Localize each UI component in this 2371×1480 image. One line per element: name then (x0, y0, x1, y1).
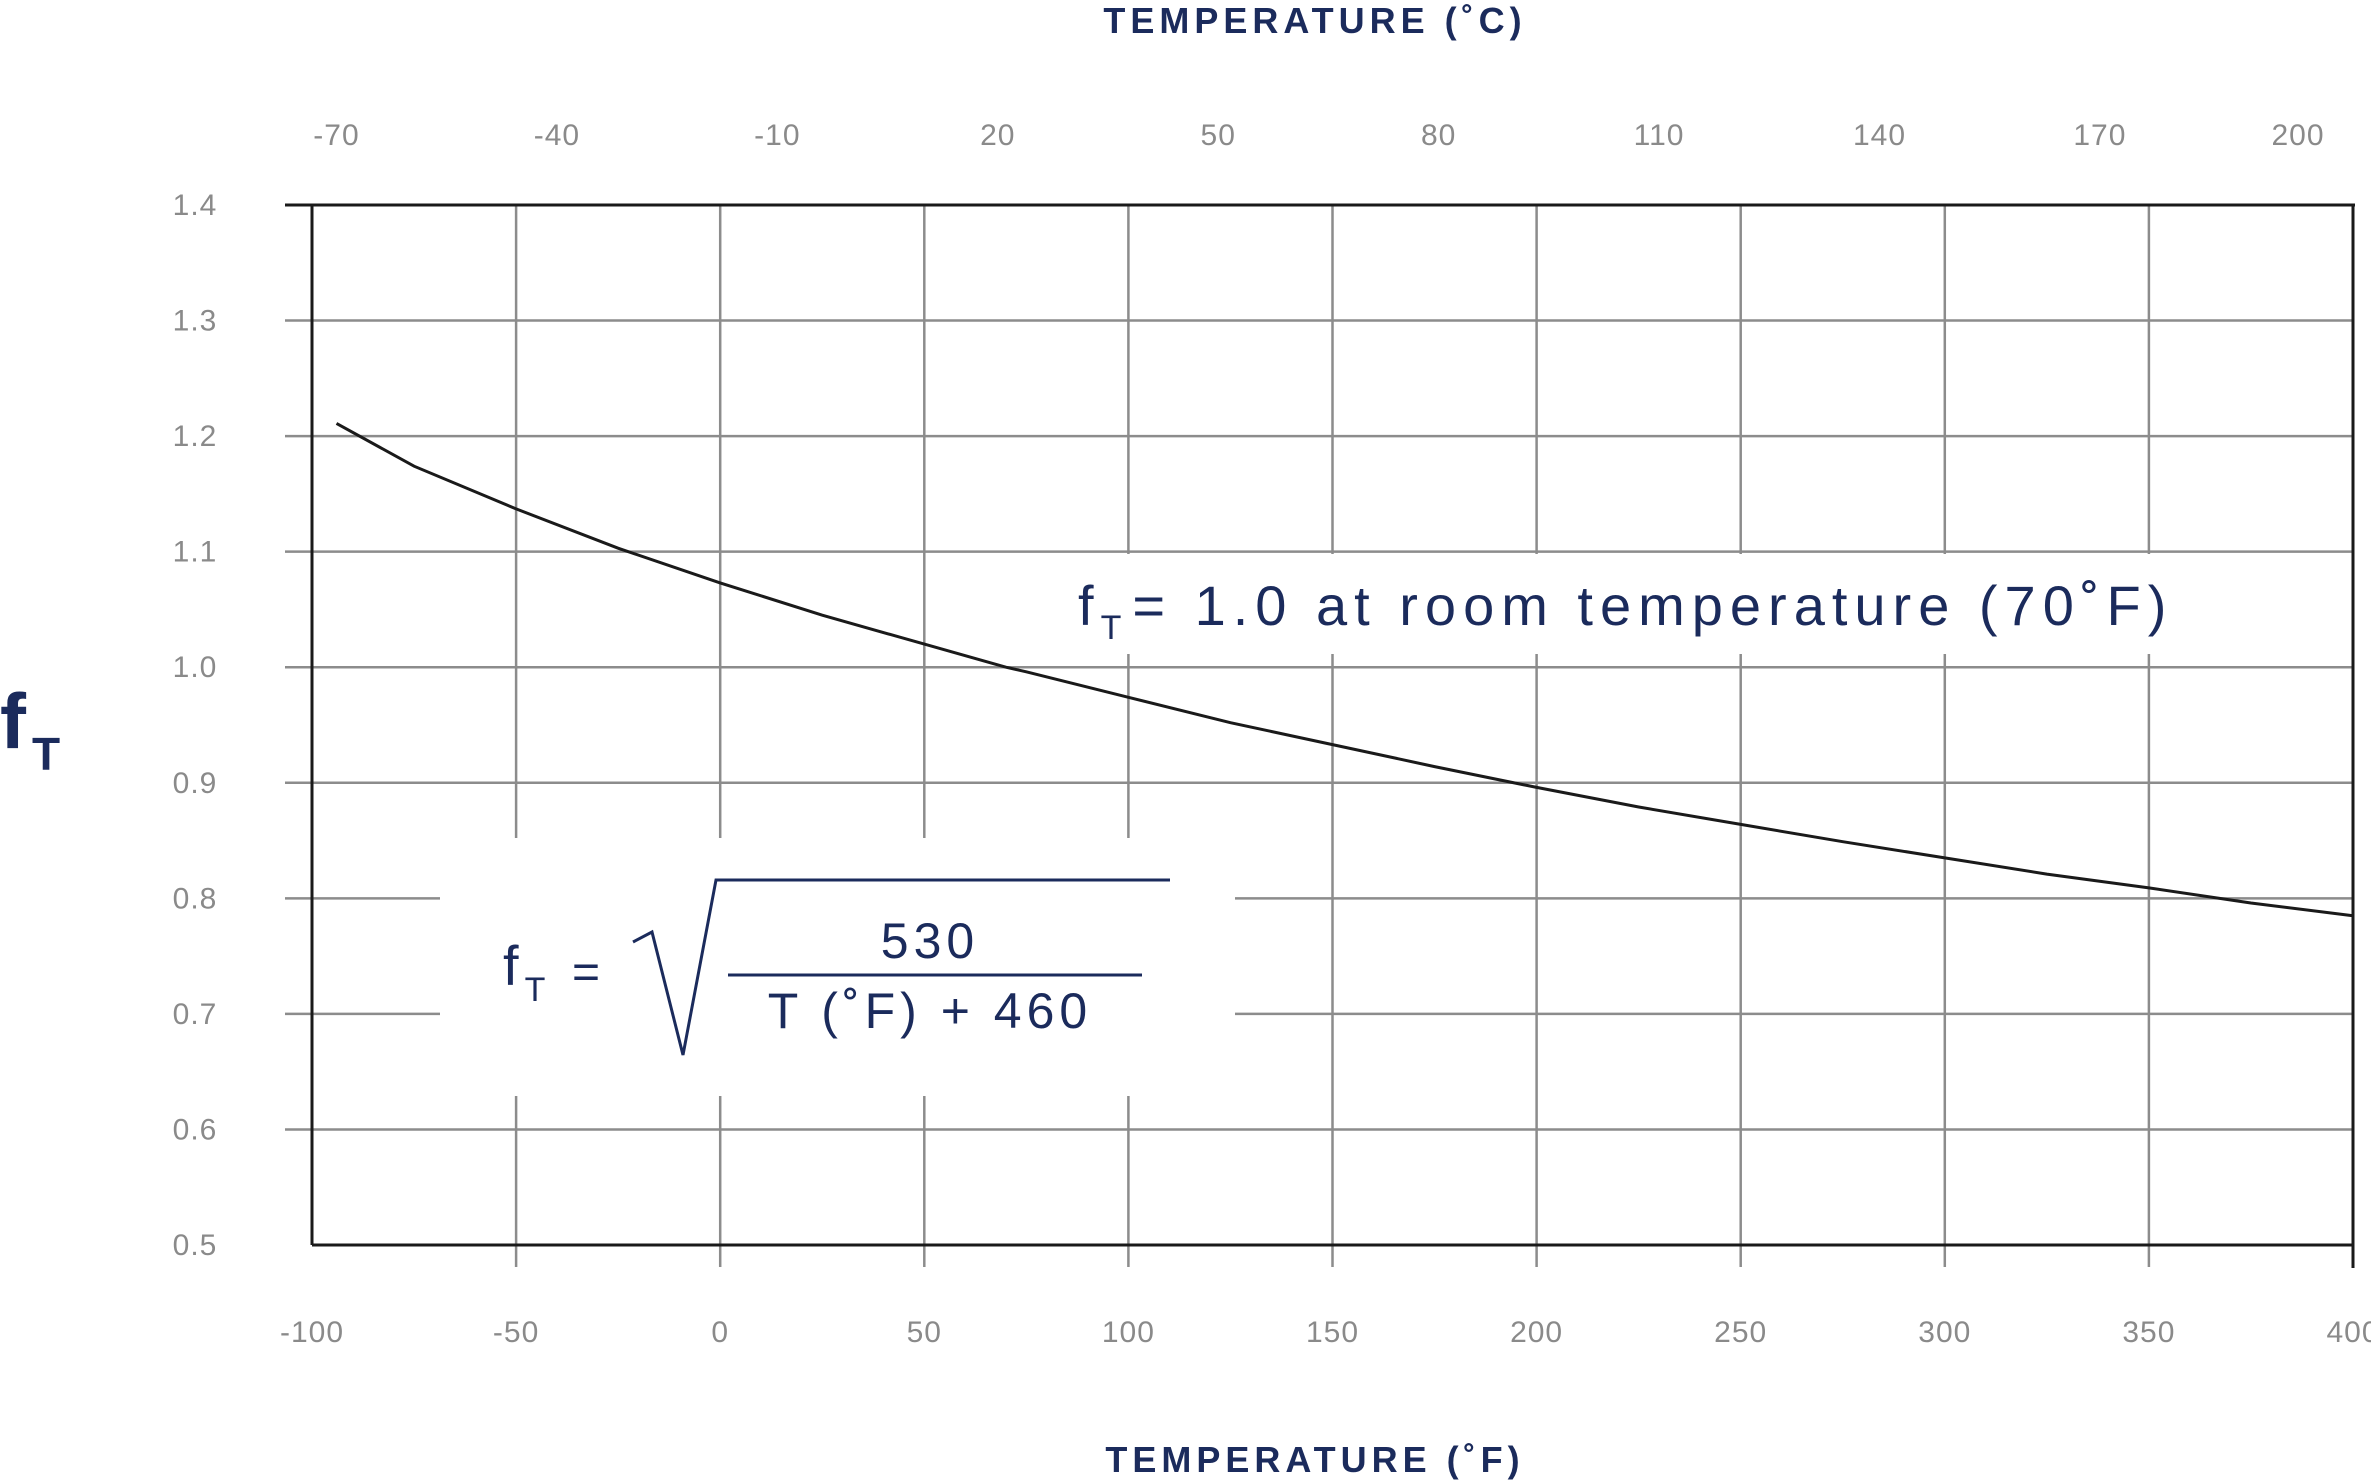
y-tick-label: 0.8 (173, 882, 218, 915)
x-tick-label: 100 (1102, 1316, 1155, 1349)
x2-tick-label: 200 (2271, 119, 2324, 152)
y-tick-label: 0.7 (173, 998, 218, 1031)
y-tick-label: 0.5 (173, 1229, 218, 1262)
y-axis-title-sub: T (32, 728, 60, 780)
x2-tick-label: 110 (1634, 119, 1685, 152)
x-tick-label: 0 (711, 1316, 729, 1349)
x-tick-label: 200 (1510, 1316, 1563, 1349)
y-axis-ticks: 1.4 1.3 1.2 1.1 1.0 0.9 0.8 0.7 0.6 0.5 (173, 189, 218, 1262)
x2-tick-label: 50 (1201, 119, 1236, 152)
formula-lhs-f: f (503, 934, 519, 997)
room-note-text: = 1.0 at room temperature (70˚F) (1132, 574, 2173, 637)
room-note-f: f (1078, 574, 1101, 637)
x-tick-label: 150 (1306, 1316, 1359, 1349)
x2-tick-label: -10 (754, 119, 800, 152)
x-tick-label: -50 (493, 1316, 539, 1349)
y-tick-label: 1.0 (173, 651, 218, 684)
y-tick-label: 0.6 (173, 1113, 218, 1146)
x2-tick-label: 170 (2073, 119, 2126, 152)
plot-frame (285, 203, 2355, 1268)
x-tick-label: 350 (2122, 1316, 2175, 1349)
room-note-sub: T (1101, 609, 1129, 647)
x-tick-label: 250 (1714, 1316, 1767, 1349)
y-tick-label: 1.3 (173, 305, 218, 338)
x2-tick-label: -70 (313, 119, 359, 152)
y-tick-label: 1.1 (173, 536, 218, 569)
x2-tick-label: 20 (980, 119, 1015, 152)
x-tick-label: -100 (280, 1316, 344, 1349)
y-tick-label: 1.2 (173, 420, 218, 453)
y-tick-label: 0.9 (173, 767, 218, 800)
y-axis-title-main: f (0, 677, 27, 765)
room-note-background (1065, 554, 2235, 654)
x-axis-ticks: -100 -50 0 50 100 150 200 250 300 350 400 (280, 1316, 2371, 1349)
x2-tick-label: 140 (1853, 119, 1906, 152)
gridlines (285, 205, 2353, 1267)
x-tick-label: 400 (2326, 1316, 2371, 1349)
ft-curve (335, 422, 2354, 918)
x-tick-label: 300 (1918, 1316, 1971, 1349)
y-tick-label: 1.4 (173, 189, 218, 222)
top-axis-title: TEMPERATURE (˚C) (1103, 0, 1526, 41)
formula-lhs-sub: T (525, 971, 546, 1009)
formula-denominator: T (˚F) + 460 (768, 983, 1092, 1039)
x2-axis-ticks: -70 -40 -10 20 50 80 110 140 170 200 (313, 119, 2324, 152)
bottom-axis-title: TEMPERATURE (˚F) (1105, 1439, 1524, 1480)
x2-tick-label: 80 (1421, 119, 1456, 152)
room-temperature-note: fT= 1.0 at room temperature (70˚F) (1078, 574, 2173, 647)
formula-background (440, 838, 1235, 1096)
x-tick-label: 50 (907, 1316, 942, 1349)
formula-numerator: 530 (881, 913, 979, 969)
x2-tick-label: -40 (534, 119, 580, 152)
square-root-sign (632, 878, 1170, 1056)
formula-equals: = (572, 946, 600, 999)
